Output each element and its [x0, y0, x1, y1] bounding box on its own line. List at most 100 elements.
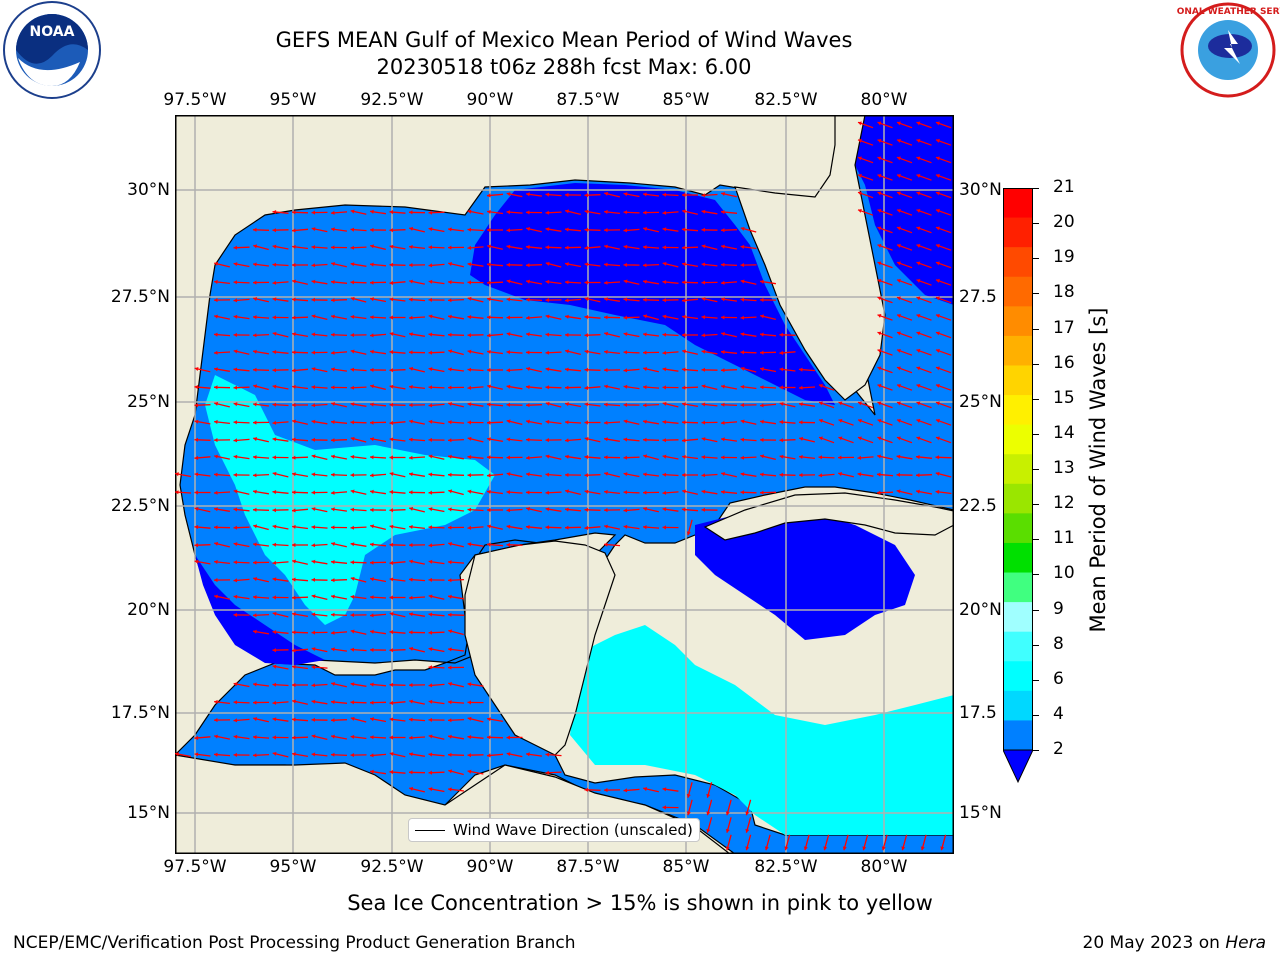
wave-direction-arrowhead: [721, 262, 725, 267]
wave-direction-arrowhead: [604, 262, 608, 267]
wave-direction-arrowhead: [604, 349, 608, 354]
wave-direction-arrowhead: [760, 367, 764, 372]
ocean-4-6-carib: [570, 625, 954, 835]
wave-direction-arrowhead: [526, 279, 530, 284]
wave-direction-arrowhead: [370, 753, 374, 758]
wave-direction-arrowhead: [448, 262, 452, 267]
wave-direction-arrowhead: [721, 280, 725, 285]
wave-direction-arrowhead: [936, 191, 940, 196]
wave-direction-arrowhead: [350, 436, 355, 441]
wave-direction-arrowhead: [253, 349, 257, 354]
wave-direction-arrowhead: [448, 438, 452, 443]
wave-direction-arrowhead: [643, 367, 647, 372]
wave-direction-arrowhead: [565, 367, 569, 372]
wave-direction-arrowhead: [545, 298, 549, 303]
wave-direction-arrowhead: [389, 297, 394, 302]
wave-direction-arrowhead: [233, 420, 237, 425]
wave-direction-arrowhead: [292, 717, 296, 722]
colorbar-segment: [1003, 631, 1033, 662]
wave-direction-arrowhead: [311, 367, 316, 372]
wave-direction-arrowhead: [760, 419, 764, 424]
wave-direction-arrowhead: [506, 490, 511, 495]
wave-direction-arrowhead: [799, 473, 803, 478]
wave-direction-arrowhead: [389, 472, 394, 476]
wave-direction-arrowhead: [545, 507, 550, 512]
wave-direction-arrowhead: [370, 455, 374, 460]
colorbar-segment: [1003, 424, 1033, 455]
wave-direction-arrowhead: [740, 384, 745, 389]
wave-direction-arrowhead: [584, 280, 588, 285]
wave-direction-arrowhead: [311, 734, 316, 739]
wave-direction-arrowhead: [350, 525, 354, 530]
wave-direction-arrowhead: [272, 751, 277, 756]
wave-direction-arrowhead: [779, 454, 784, 459]
wave-direction-arrowhead: [292, 210, 296, 215]
wave-direction-arrowhead: [253, 595, 257, 600]
wave-direction-arrowhead: [175, 752, 179, 757]
wave-direction-arrowhead: [311, 577, 315, 582]
wave-direction-arrowhead: [350, 473, 354, 478]
wave-direction-arrowhead: [877, 226, 882, 231]
wave-direction-arrowhead: [448, 454, 452, 459]
colorbar-tick-label: 13: [1053, 458, 1075, 478]
wave-direction-arrowhead: [194, 437, 198, 442]
wave-direction-arrowhead: [584, 333, 588, 338]
wave-direction-arrowhead: [292, 279, 296, 284]
wave-direction-arrowhead: [370, 542, 374, 547]
wave-direction-arrowhead: [701, 402, 706, 407]
wave-direction-arrowhead: [881, 846, 886, 851]
wave-direction-arrowhead: [701, 420, 705, 425]
wave-direction-arrowhead: [721, 472, 725, 476]
wave-direction-arrowhead: [331, 560, 335, 565]
wave-direction-arrowhead: [253, 262, 257, 267]
wave-direction-arrowhead: [819, 419, 823, 423]
wave-direction-arrowhead: [916, 314, 921, 318]
wave-direction-arrowhead: [760, 472, 764, 477]
wave-direction-arrowhead: [428, 403, 433, 408]
wave-direction-arrowhead: [623, 332, 628, 337]
wave-direction-arrowhead: [233, 560, 237, 565]
wave-direction-arrowhead: [858, 209, 862, 213]
wave-direction-arrowhead: [214, 401, 219, 406]
wave-direction-arrowhead: [389, 437, 394, 442]
wave-direction-arrowhead: [389, 244, 394, 249]
wave-direction-arrowhead: [877, 384, 882, 388]
florida-land: [734, 114, 886, 401]
colorbar-tick-label: 19: [1053, 247, 1075, 268]
wave-direction-arrowhead: [623, 419, 628, 424]
wave-direction-arrowhead: [623, 279, 628, 284]
wave-direction-arrowhead: [292, 419, 296, 424]
wave-direction-arrowhead: [350, 245, 354, 250]
wave-direction-arrowhead: [214, 332, 218, 337]
wave-direction-arrowhead: [448, 542, 452, 547]
lat-label-right: 25°N: [959, 392, 1002, 412]
wave-direction-arrowhead: [272, 471, 277, 476]
wave-direction-arrowhead: [389, 350, 394, 355]
wave-direction-arrowhead: [311, 752, 316, 757]
wave-direction-arrowhead: [448, 700, 452, 705]
wave-direction-arrowhead: [389, 315, 393, 320]
lat-label-left: 25°N: [127, 392, 170, 412]
wave-direction-arrowhead: [506, 210, 511, 215]
wave-direction-arrowhead: [389, 752, 394, 756]
wave-direction-arrowhead: [272, 455, 276, 460]
wave-direction-arrowhead: [940, 846, 945, 851]
wave-direction-arrowhead: [233, 682, 238, 687]
wave-direction-arrowhead: [233, 578, 238, 583]
wave-direction-arrowhead: [194, 525, 199, 530]
wave-direction-arrowhead: [662, 805, 666, 810]
wave-direction-arrowhead: [838, 455, 842, 460]
wave-direction-arrowhead: [565, 227, 569, 232]
colorbar-segment: [1003, 572, 1033, 603]
wave-direction-arrowhead: [623, 508, 628, 513]
wave-direction-arrowhead: [292, 648, 296, 653]
wave-direction-arrowhead: [565, 472, 569, 477]
wave-direction-arrowhead: [584, 525, 589, 530]
lat-label-right: 22.5: [959, 496, 997, 516]
wave-direction-arrowhead: [272, 682, 277, 687]
wave-direction-arrowhead: [506, 350, 511, 355]
wave-direction-arrowhead: [233, 332, 237, 337]
wave-direction-arrowhead: [740, 226, 745, 231]
wave-direction-arrowhead: [370, 209, 374, 214]
wave-direction-arrowhead: [784, 846, 789, 851]
